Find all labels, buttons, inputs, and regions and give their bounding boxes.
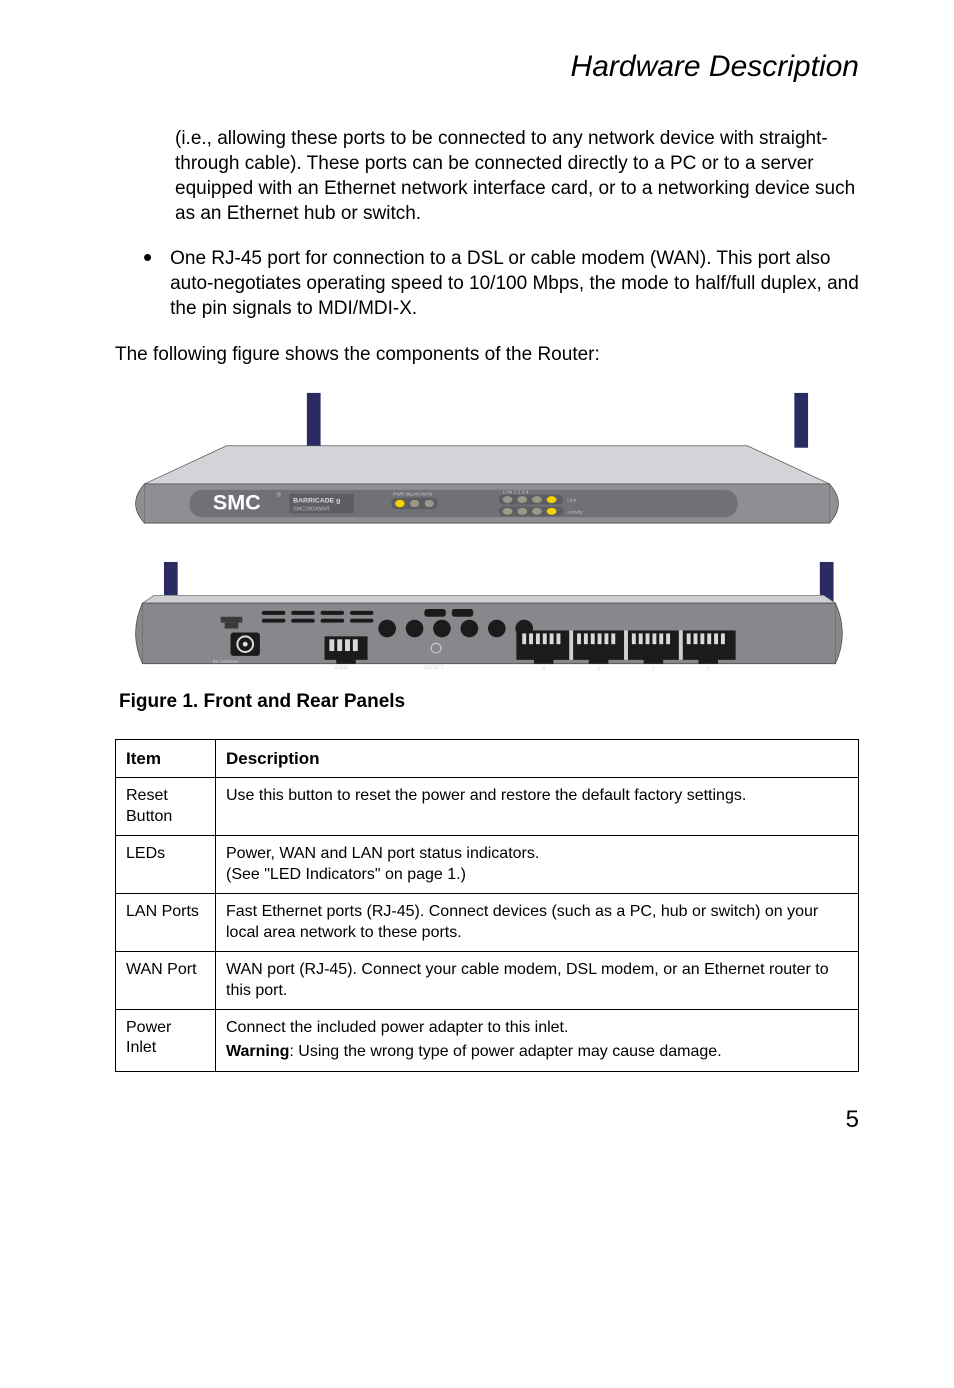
page-title: Hardware Description — [115, 50, 859, 84]
figure-intro-paragraph: The following figure shows the component… — [115, 342, 859, 367]
wan-port — [325, 636, 368, 663]
page-number: 5 — [115, 1106, 859, 1134]
table-row: Power Inlet Connect the included power a… — [116, 1010, 859, 1072]
lan-port-block — [516, 631, 735, 664]
warning-text: : Using the wrong type of power adapter … — [289, 1043, 721, 1060]
desc-cell: WAN port (RJ-45). Connect your cable mod… — [216, 952, 859, 1010]
power-warning: Warning: Using the wrong type of power a… — [226, 1042, 848, 1062]
pwr-wlan-wan-label: PWR WLAN WAN — [393, 491, 433, 497]
lan2-activity-led — [517, 508, 527, 515]
lan1-activity-led — [503, 508, 513, 515]
desc-cell: Use this button to reset the power and r… — [216, 778, 859, 836]
pwr-led — [395, 499, 405, 507]
lan2-link-led — [517, 496, 527, 503]
bullet-item: • One RJ-45 port for connection to a DSL… — [143, 246, 859, 321]
lan3-link-led — [532, 496, 542, 503]
front-panel-illustration: SMC ® BARRICADE g SMC2804WBR PWR WLAN WA… — [115, 389, 859, 555]
item-cell: LEDs — [116, 836, 216, 894]
activity-label: Activity — [567, 509, 583, 515]
description-table: Item Description Reset Button Use this b… — [115, 739, 859, 1072]
table-row: LEDs Power, WAN and LAN port status indi… — [116, 836, 859, 894]
wan-label: WAN — [334, 666, 347, 672]
desc-cell: Fast Ethernet ports (RJ-45). Connect dev… — [216, 894, 859, 952]
svg-text:1: 1 — [706, 667, 709, 673]
lan4-activity-led — [547, 508, 557, 515]
logo-text: SMC — [213, 490, 261, 514]
table-row: WAN Port WAN port (RJ-45). Connect your … — [116, 952, 859, 1010]
svg-text:3: 3 — [597, 667, 600, 673]
bullet-text: One RJ-45 port for connection to a DSL o… — [170, 246, 859, 321]
item-cell: Power Inlet — [116, 1010, 216, 1072]
svg-text:2: 2 — [651, 667, 654, 673]
power-desc-line1: Connect the included power adapter to th… — [226, 1018, 848, 1038]
table-row: Reset Button Use this button to reset th… — [116, 778, 859, 836]
col-desc-header: Description — [216, 739, 859, 778]
lan1-link-led — [503, 496, 513, 503]
svg-text:9V 1000mA: 9V 1000mA — [213, 659, 239, 665]
table-row: LAN Ports Fast Ethernet ports (RJ-45). C… — [116, 894, 859, 952]
item-cell: WAN Port — [116, 952, 216, 1010]
wlan-led — [410, 499, 420, 507]
figure-panels: SMC ® BARRICADE g SMC2804WBR PWR WLAN WA… — [115, 389, 859, 683]
rear-panel-illustration: 9V 1000mA WAN RESET 4 3 2 1 — [115, 560, 859, 677]
warning-label: Warning — [226, 1043, 289, 1060]
desc-cell: Power, WAN and LAN port status indicator… — [216, 836, 859, 894]
bullet-marker: • — [143, 244, 152, 321]
figure-caption: Figure 1. Front and Rear Panels — [119, 691, 859, 713]
lan3-activity-led — [532, 508, 542, 515]
reset-label: RESET — [424, 666, 444, 672]
wan-led — [424, 499, 434, 507]
intro-paragraph: (i.e., allowing these ports to be connec… — [175, 126, 859, 226]
item-cell: LAN Ports — [116, 894, 216, 952]
link-label: Link — [567, 497, 577, 503]
power-inlet — [231, 632, 260, 655]
desc-cell: Connect the included power adapter to th… — [216, 1010, 859, 1072]
item-cell: Reset Button — [116, 778, 216, 836]
lan4-link-led — [547, 496, 557, 503]
svg-text:®: ® — [277, 491, 282, 498]
col-item-header: Item — [116, 739, 216, 778]
badge-top: BARRICADE g — [293, 497, 340, 504]
badge-bottom: SMC2804WBR — [293, 506, 330, 512]
svg-text:4: 4 — [542, 667, 546, 673]
table-header-row: Item Description — [116, 739, 859, 778]
